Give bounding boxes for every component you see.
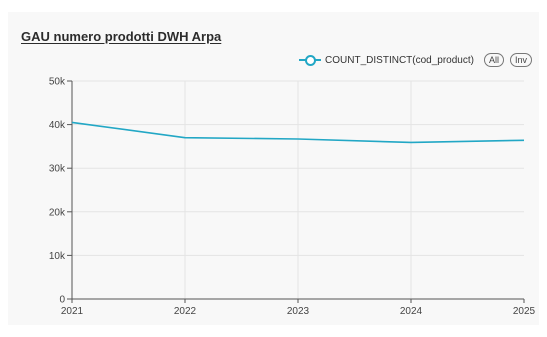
y-tick-label: 0: [59, 295, 65, 306]
data-point: [408, 139, 414, 145]
chart-title: GAU numero prodotti DWH Arpa: [21, 29, 222, 44]
y-tick-label: 20k: [49, 207, 66, 218]
legend-all-button[interactable]: All: [483, 53, 504, 67]
legend-series-label[interactable]: COUNT_DISTINCT(cod_product): [325, 54, 474, 66]
x-tick-label: 2024: [400, 306, 423, 317]
data-point: [521, 137, 527, 143]
data-point: [69, 119, 75, 125]
x-tick-label: 2023: [287, 306, 310, 317]
legend-invert-button[interactable]: Inv: [509, 53, 532, 67]
data-point: [182, 135, 188, 141]
y-tick-label: 50k: [49, 77, 66, 88]
x-tick-label: 2022: [174, 306, 197, 317]
series-line: [71, 121, 525, 144]
x-tick-label: 2021: [61, 306, 84, 317]
legend: COUNT_DISTINCT(cod_product) All Inv: [299, 53, 532, 67]
data-point: [295, 136, 301, 142]
y-tick-label: 10k: [49, 251, 66, 262]
y-tick-label: 30k: [49, 164, 66, 175]
legend-series-marker-icon[interactable]: [299, 55, 322, 66]
y-tick-label: 40k: [49, 120, 66, 131]
x-tick-label: 2025: [513, 306, 536, 317]
